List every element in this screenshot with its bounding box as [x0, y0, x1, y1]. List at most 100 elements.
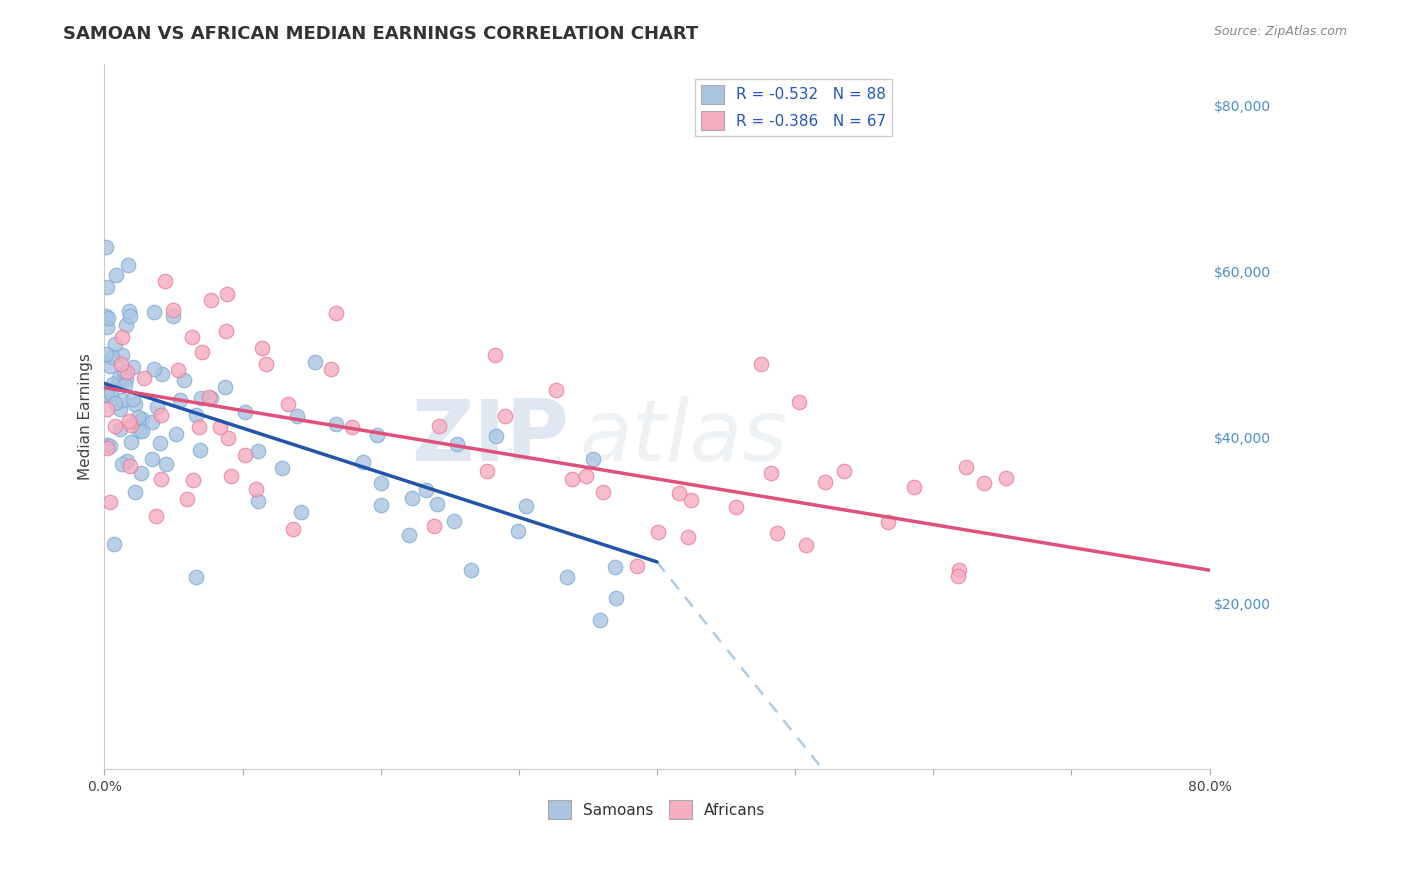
Point — [215, 324, 238, 338]
Point — [250, 341, 273, 355]
Point — [111, 347, 134, 361]
Point — [149, 436, 172, 450]
Point — [111, 393, 134, 408]
Text: atlas: atlas — [579, 396, 787, 479]
Point — [103, 376, 125, 391]
Point — [173, 373, 195, 387]
Point — [169, 393, 191, 408]
Point — [114, 378, 136, 392]
Point — [141, 451, 163, 466]
Point — [647, 525, 669, 540]
Point — [108, 402, 131, 417]
Point — [167, 362, 190, 376]
Point — [321, 361, 343, 376]
Point — [98, 359, 121, 373]
Point — [484, 348, 506, 362]
Point — [668, 486, 690, 500]
Point — [96, 280, 118, 294]
Point — [96, 438, 118, 452]
Point — [184, 570, 207, 584]
Text: ZIP: ZIP — [411, 396, 568, 479]
Point — [146, 400, 169, 414]
Point — [118, 414, 141, 428]
Point — [208, 419, 231, 434]
Point — [214, 380, 236, 394]
Point — [115, 365, 138, 379]
Point — [955, 459, 977, 474]
Point — [247, 444, 270, 458]
Point — [325, 417, 347, 432]
Point — [111, 330, 134, 344]
Point — [150, 367, 173, 381]
Point — [190, 443, 212, 458]
Point — [681, 492, 703, 507]
Point — [187, 420, 209, 434]
Point — [415, 483, 437, 498]
Point — [128, 425, 150, 439]
Point — [129, 466, 152, 480]
Point — [112, 364, 135, 378]
Point — [946, 569, 969, 583]
Point — [876, 516, 898, 530]
Point — [155, 457, 177, 471]
Point — [233, 448, 256, 462]
Point — [592, 485, 614, 500]
Point — [104, 396, 127, 410]
Point — [285, 409, 308, 423]
Point — [122, 360, 145, 375]
Point — [494, 409, 516, 424]
Point — [176, 491, 198, 506]
Point — [574, 469, 596, 483]
Point — [443, 514, 465, 528]
Point — [115, 318, 138, 332]
Point — [366, 427, 388, 442]
Point — [283, 522, 305, 536]
Point — [198, 390, 221, 404]
Point — [120, 435, 142, 450]
Point — [787, 395, 810, 409]
Point — [561, 472, 583, 486]
Point — [724, 500, 747, 514]
Point — [131, 424, 153, 438]
Point — [94, 240, 117, 254]
Point — [277, 397, 299, 411]
Point — [124, 485, 146, 500]
Point — [794, 539, 817, 553]
Y-axis label: Median Earnings: Median Earnings — [79, 353, 93, 480]
Point — [370, 475, 392, 490]
Point — [271, 461, 294, 475]
Point — [118, 309, 141, 323]
Point — [245, 483, 267, 497]
Point — [765, 526, 787, 541]
Point — [132, 371, 155, 385]
Point — [325, 306, 347, 320]
Point — [107, 376, 129, 391]
Point — [814, 475, 837, 489]
Point — [446, 437, 468, 451]
Point — [475, 464, 498, 478]
Point — [141, 415, 163, 429]
Point — [117, 258, 139, 272]
Point — [903, 480, 925, 494]
Point — [104, 337, 127, 351]
Point — [110, 357, 132, 371]
Point — [181, 473, 204, 487]
Point — [165, 426, 187, 441]
Point — [749, 357, 772, 371]
Point — [103, 537, 125, 551]
Point — [94, 387, 117, 401]
Point — [759, 466, 782, 480]
Point — [104, 268, 127, 282]
Point — [191, 345, 214, 359]
Point — [100, 386, 122, 401]
Point — [233, 405, 256, 419]
Point — [143, 305, 166, 319]
Point — [104, 418, 127, 433]
Point — [626, 559, 648, 574]
Point — [605, 591, 627, 605]
Point — [460, 564, 482, 578]
Point — [98, 439, 121, 453]
Point — [352, 455, 374, 469]
Point — [96, 402, 118, 417]
Legend: Samoans, Africans: Samoans, Africans — [543, 794, 772, 825]
